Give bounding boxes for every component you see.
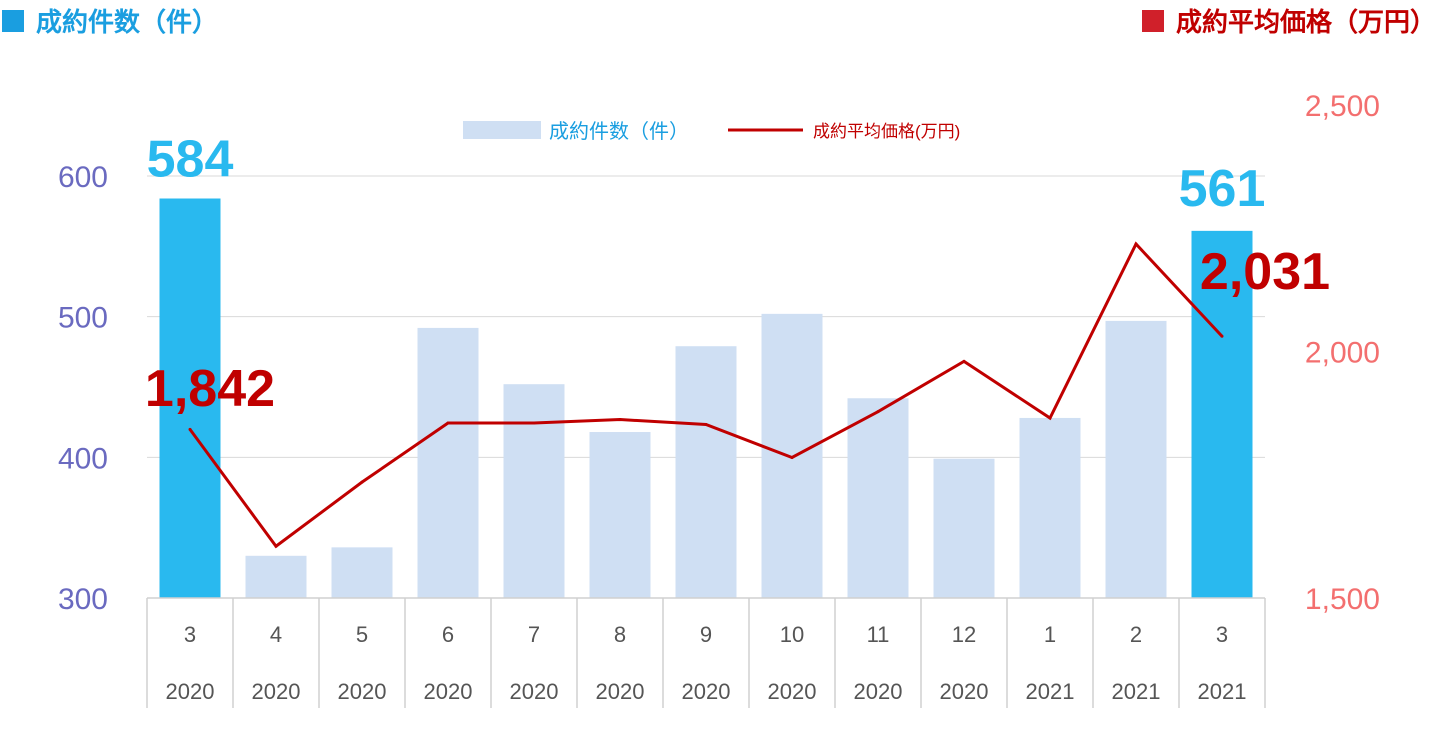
right-axis-tick-label: 2,500	[1305, 90, 1380, 123]
bar	[1105, 320, 1167, 598]
year-tick-label: 2020	[252, 679, 301, 704]
red-square-icon	[1141, 9, 1164, 32]
month-tick-label: 6	[442, 622, 454, 647]
data-label-price-last: 2,031	[1200, 243, 1330, 301]
bar	[503, 384, 565, 598]
legend-label-line: 成約平均価格(万円)	[813, 122, 960, 141]
price-point	[1048, 416, 1052, 420]
right-axis-tick-label: 2,000	[1305, 337, 1380, 370]
year-tick-label: 2020	[596, 679, 645, 704]
year-tick-label: 2021	[1198, 679, 1247, 704]
month-tick-label: 7	[528, 622, 540, 647]
year-tick-label: 2020	[940, 679, 989, 704]
bar-series-header-text: 成約件数（件）	[36, 8, 219, 38]
month-tick-label: 11	[867, 622, 890, 647]
line-series-header-text: 成約平均価格（万円）	[1175, 8, 1436, 38]
left-axis-tick-label: 300	[58, 583, 108, 616]
bar-series-header: 成約件数（件）	[2, 2, 218, 39]
month-tick-label: 1	[1044, 622, 1056, 647]
left-axis-tick-label: 400	[58, 442, 108, 475]
price-point	[274, 544, 278, 548]
month-tick-label: 5	[356, 622, 368, 647]
month-tick-label: 8	[614, 622, 626, 647]
data-label-bar-last: 561	[1179, 160, 1266, 218]
price-point	[446, 421, 450, 425]
price-point	[876, 410, 880, 414]
month-tick-label: 3	[1216, 622, 1228, 647]
price-point	[532, 421, 536, 425]
year-tick-label: 2021	[1112, 679, 1161, 704]
year-tick-label: 2020	[854, 679, 903, 704]
year-tick-label: 2020	[768, 679, 817, 704]
price-point	[618, 418, 622, 422]
left-axis-tick-label: 500	[58, 302, 108, 335]
price-point	[360, 480, 364, 484]
bar	[589, 432, 651, 598]
month-tick-label: 3	[184, 622, 196, 647]
year-tick-label: 2020	[682, 679, 731, 704]
year-tick-label: 2020	[166, 679, 215, 704]
bar	[1019, 417, 1081, 598]
legend-swatch-bars	[463, 121, 541, 139]
bar	[847, 398, 909, 598]
blue-square-icon	[2, 9, 24, 32]
legend-label-bars: 成約件数（件）	[549, 120, 689, 143]
month-tick-label: 4	[270, 622, 282, 647]
bar	[245, 555, 307, 598]
right-axis-tick-label: 1,500	[1305, 583, 1380, 616]
data-label-price-first: 1,842	[145, 360, 275, 418]
highlighted-bar	[1191, 230, 1253, 599]
price-point	[962, 359, 966, 363]
month-tick-label: 10	[780, 622, 804, 647]
data-label-bar-first: 584	[147, 131, 234, 189]
month-tick-label: 12	[952, 622, 976, 647]
price-point	[790, 455, 794, 459]
bar	[933, 458, 995, 598]
bar	[331, 547, 393, 598]
price-point	[704, 422, 708, 426]
year-tick-label: 2020	[424, 679, 473, 704]
line-series-header: 成約平均価格（万円）	[1141, 2, 1436, 39]
month-tick-label: 9	[700, 622, 712, 647]
bar	[417, 327, 479, 598]
year-tick-label: 2020	[510, 679, 559, 704]
price-point	[188, 427, 192, 431]
bar	[675, 346, 737, 598]
price-point	[1134, 242, 1138, 246]
year-tick-label: 2020	[338, 679, 387, 704]
price-point	[1220, 334, 1224, 338]
month-tick-label: 2	[1130, 622, 1142, 647]
left-axis-tick-label: 600	[58, 161, 108, 194]
year-tick-label: 2021	[1026, 679, 1075, 704]
highlighted-bar	[159, 198, 221, 599]
